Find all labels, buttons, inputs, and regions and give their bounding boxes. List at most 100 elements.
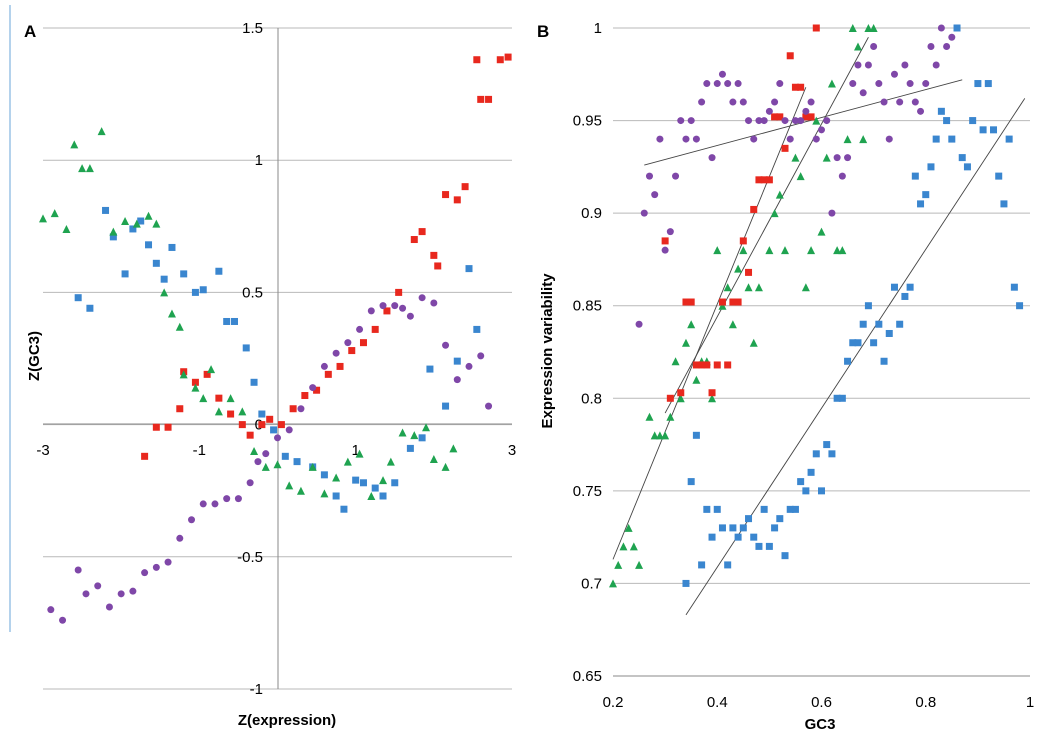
data-point-purple: [948, 33, 956, 41]
data-point-blue: [692, 431, 700, 439]
data-point-blue: [137, 217, 145, 225]
y-tick-label: 0.8: [581, 390, 602, 407]
y-tick-label: 1: [255, 152, 263, 169]
data-point-green: [624, 523, 633, 532]
data-point-green: [398, 428, 407, 437]
data-point-green: [355, 449, 364, 458]
data-point-green: [78, 164, 87, 173]
data-point-green: [332, 473, 341, 482]
data-point-green: [62, 224, 71, 233]
data-point-green: [367, 491, 376, 500]
data-point-blue: [911, 172, 919, 180]
data-point-red: [504, 53, 512, 61]
data-point-purple: [739, 98, 747, 106]
data-point-red: [176, 405, 184, 413]
data-point-blue: [332, 492, 340, 500]
data-point-red: [807, 113, 815, 121]
data-point-blue: [729, 524, 737, 532]
data-point-green: [708, 394, 717, 403]
data-point-red: [755, 176, 763, 184]
data-point-blue: [890, 283, 898, 291]
data-point-red: [461, 183, 469, 191]
data-point-blue: [682, 579, 690, 587]
data-point-red: [786, 52, 794, 60]
data-point-blue: [979, 126, 987, 134]
data-point-purple: [734, 80, 742, 88]
data-point-purple: [870, 43, 878, 51]
data-point-purple: [399, 304, 407, 312]
data-point-blue: [465, 265, 473, 273]
data-point-purple: [677, 117, 685, 125]
data-point-red: [258, 421, 266, 429]
data-point-blue: [180, 270, 188, 278]
data-point-red: [203, 370, 211, 378]
data-point-green: [812, 116, 821, 125]
data-point-blue: [849, 339, 857, 347]
data-point-green: [838, 246, 847, 255]
data-point-purple: [188, 516, 196, 524]
data-point-green: [848, 24, 857, 32]
data-point-purple: [223, 495, 231, 503]
data-point-green: [609, 579, 617, 588]
data-point-green: [655, 431, 664, 440]
data-point-purple: [285, 426, 293, 434]
data-point-red: [698, 361, 706, 369]
data-point-green: [152, 219, 161, 228]
data-point-green: [320, 489, 329, 498]
data-point-purple: [129, 587, 137, 595]
data-point-green: [791, 153, 800, 162]
data-point-green: [343, 457, 352, 466]
data-point-blue: [791, 505, 799, 513]
trendline-green: [612, 87, 807, 560]
data-point-purple: [246, 479, 254, 487]
data-point-purple: [791, 117, 799, 125]
y-tick-label: 0.85: [573, 298, 602, 315]
data-point-blue: [418, 434, 426, 442]
data-point-green: [109, 227, 118, 236]
data-point-green: [661, 431, 670, 440]
data-point-red: [781, 144, 789, 152]
data-point-red: [677, 389, 685, 397]
data-point-blue: [802, 487, 810, 495]
data-point-red: [760, 176, 768, 184]
data-point-red: [289, 405, 297, 413]
data-point-green: [671, 357, 680, 366]
data-point-red: [238, 421, 246, 429]
data-point-green: [250, 447, 259, 456]
data-point-red: [359, 339, 367, 347]
data-point-blue: [963, 163, 971, 171]
data-point-purple: [713, 80, 721, 88]
data-point-blue: [781, 552, 789, 560]
data-point-purple: [94, 582, 102, 590]
data-point-purple: [234, 495, 242, 503]
y-tick-label: 0.7: [581, 575, 602, 592]
data-point-purple: [771, 98, 779, 106]
data-point-red: [797, 83, 805, 91]
data-point-purple: [896, 98, 904, 106]
data-point-purple: [651, 191, 659, 199]
data-point-blue: [953, 24, 961, 32]
data-point-green: [160, 288, 169, 297]
data-point-red: [485, 95, 493, 103]
data-point-red: [708, 389, 716, 397]
data-point-red: [477, 95, 485, 103]
data-point-blue: [880, 357, 888, 365]
data-point-blue: [875, 320, 883, 328]
data-point-blue: [922, 191, 930, 199]
y-tick-label: 0.95: [573, 113, 602, 130]
data-point-red: [718, 298, 726, 306]
data-point-blue: [896, 320, 904, 328]
data-point-red: [371, 325, 379, 333]
data-point-blue: [760, 505, 768, 513]
data-point-blue: [786, 505, 794, 513]
data-point-blue: [442, 402, 450, 410]
panel-a-x-tick-labels: -3 -1 1 3: [36, 442, 516, 459]
data-point-purple: [672, 172, 680, 180]
data-point-blue: [885, 329, 893, 337]
data-point-red: [453, 196, 461, 204]
data-point-red: [473, 56, 481, 64]
data-point-blue: [838, 394, 846, 402]
data-point-green: [650, 431, 659, 440]
data-point-blue: [1010, 283, 1018, 291]
data-point-green: [226, 394, 235, 403]
